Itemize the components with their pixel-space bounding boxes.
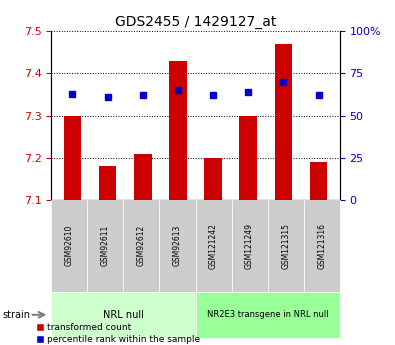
Bar (169, 61, 187, 200)
Bar (134, 154, 152, 200)
Text: NR2E3 transgene in NRL null: NR2E3 transgene in NRL null (207, 310, 328, 319)
Bar (275, 44, 292, 200)
Bar (239, 116, 257, 200)
Bar (204, 158, 222, 200)
Bar (99, 166, 117, 200)
Text: GSM121249: GSM121249 (245, 223, 254, 269)
Bar (64, 116, 81, 200)
Title: GDS2455 / 1429127_at: GDS2455 / 1429127_at (115, 14, 276, 29)
Text: GSM92613: GSM92613 (173, 225, 182, 266)
Legend: transformed count, percentile rank within the sample: transformed count, percentile rank withi… (36, 323, 200, 344)
Bar (310, 162, 327, 200)
Text: NRL null: NRL null (103, 310, 144, 320)
Text: GSM121242: GSM121242 (209, 223, 218, 269)
Text: GSM121316: GSM121316 (317, 223, 326, 269)
Text: GSM121315: GSM121315 (281, 223, 290, 269)
Text: GSM92611: GSM92611 (101, 225, 110, 266)
Text: GSM92612: GSM92612 (137, 225, 146, 266)
Text: GSM92610: GSM92610 (65, 225, 74, 266)
Text: strain: strain (2, 310, 30, 320)
